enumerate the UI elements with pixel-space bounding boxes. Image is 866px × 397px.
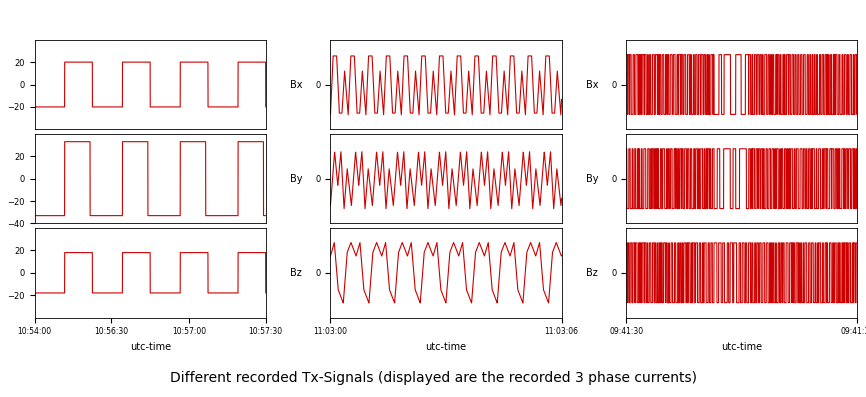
X-axis label: utc-time: utc-time	[130, 342, 171, 352]
Y-axis label: Bx: Bx	[585, 79, 598, 89]
X-axis label: utc-time: utc-time	[721, 342, 762, 352]
Y-axis label: Bz: Bz	[586, 268, 598, 278]
Y-axis label: By: By	[585, 173, 598, 184]
Text: Different recorded Tx-Signals (displayed are the recorded 3 phase currents): Different recorded Tx-Signals (displayed…	[170, 371, 696, 385]
Y-axis label: Bz: Bz	[290, 268, 302, 278]
Y-axis label: Bx: Bx	[290, 79, 302, 89]
X-axis label: utc-time: utc-time	[425, 342, 467, 352]
Y-axis label: By: By	[290, 173, 302, 184]
